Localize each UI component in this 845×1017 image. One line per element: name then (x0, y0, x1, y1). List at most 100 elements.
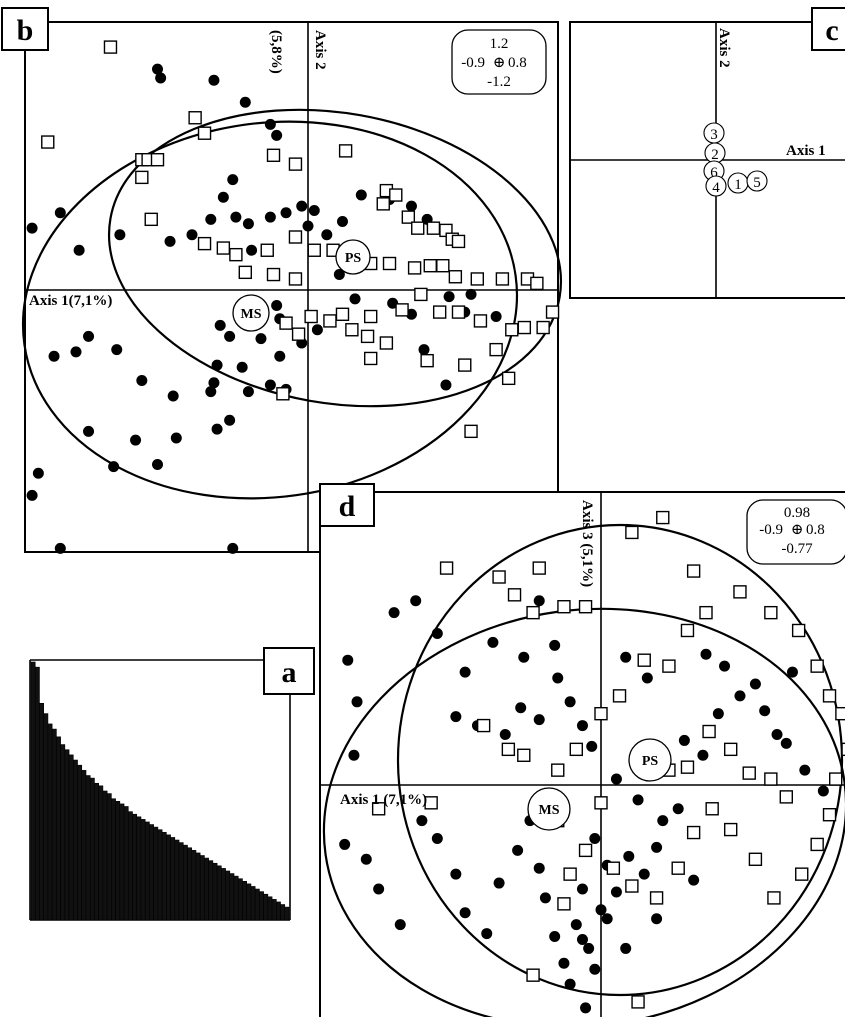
d-ms-point-34 (712, 708, 724, 720)
panel-a-bar-54 (259, 891, 264, 921)
b-ps-point-13 (389, 188, 403, 202)
panel-a-bar-34 (174, 839, 180, 921)
b-ms-point-28 (311, 324, 323, 336)
panel-a-bar-8 (64, 749, 70, 921)
d-ms-point-60 (719, 660, 731, 672)
b-ps-point-22 (216, 241, 231, 255)
b-ms-point-0 (54, 542, 66, 554)
b-ms-point-62 (271, 129, 283, 141)
b-ps-point-9 (288, 157, 303, 171)
panel-a-bar-58 (276, 901, 281, 921)
panel-a-bar-4 (47, 723, 53, 921)
b-ms-point-70 (246, 244, 258, 256)
d-ps-point-11 (764, 605, 778, 620)
svg-text:1: 1 (734, 177, 742, 193)
b-ps-point-54 (360, 329, 375, 344)
panel-d-ps-label: PS (642, 754, 659, 769)
panel-b-axis2-percent: (5,8%) (268, 30, 284, 74)
d-ms-point-33 (697, 749, 709, 761)
d-ms-point-68 (620, 942, 632, 954)
b-ms-point-3 (26, 489, 38, 501)
d-ps-point-9 (686, 564, 701, 578)
d-ps-point-53 (526, 968, 540, 982)
panel-c-point-4: 4 (705, 175, 727, 197)
d-ms-point-55 (450, 711, 462, 723)
d-ps-point-18 (822, 808, 837, 822)
b-ps-point-58 (489, 342, 503, 357)
d-ms-point-59 (700, 648, 712, 660)
panel-a-bar-46 (225, 870, 231, 921)
b-ms-point-7 (130, 434, 142, 446)
b-ps-point-0 (103, 40, 118, 54)
b-ps-point-44 (451, 305, 466, 319)
d-ms-point-44 (487, 636, 499, 648)
panel-b-points (26, 40, 560, 554)
panel-d-ps-centroid (628, 738, 672, 782)
b-ps-point-66 (266, 267, 281, 282)
b-ps-point-30 (382, 256, 397, 271)
b-ps-point-39 (323, 314, 337, 328)
b-ms-point-52 (349, 293, 361, 305)
b-ps-point-6 (188, 111, 202, 125)
b-ps-point-35 (470, 272, 485, 286)
d-ms-point-63 (817, 785, 829, 797)
b-ms-point-10 (224, 414, 236, 426)
panel-b-scale-box (451, 29, 547, 95)
d-ps-point-45 (594, 706, 608, 721)
d-ms-point-1 (351, 696, 363, 708)
panel-a-bar-48 (233, 875, 239, 921)
panel-a-bar-35 (178, 842, 184, 921)
d-ps-point-41 (501, 742, 516, 757)
panel-c-point-5: 5 (746, 170, 768, 192)
d-ms-point-41 (410, 595, 422, 607)
d-ms-point-69 (651, 913, 663, 925)
b-ps-point-53 (345, 323, 359, 337)
d-ps-point-44 (569, 742, 583, 757)
panel-a-bar-32 (166, 834, 171, 921)
panel-d-scale-cross: ⊕ (791, 522, 804, 538)
b-ps-point-51 (304, 309, 318, 324)
svg-text:4: 4 (712, 180, 720, 196)
b-ms-point-66 (155, 72, 167, 84)
b-ms-point-35 (186, 229, 198, 241)
panel-b-axis2-label: Axis 2 (312, 30, 328, 70)
panel-a-bar-44 (216, 865, 222, 921)
d-ms-point-47 (549, 639, 561, 651)
panel-a-bar-43 (212, 862, 218, 921)
d-ps-point-25 (686, 825, 701, 840)
b-ps-point-50 (279, 316, 293, 330)
b-ps-point-41 (395, 303, 409, 317)
b-ps-point-40 (364, 309, 378, 324)
panel-a-bar-47 (229, 873, 235, 921)
panel-d-scale-bottom: -0.77 (781, 541, 813, 557)
panel-b-scale-top: 1.2 (490, 36, 509, 52)
d-ps-point-56 (594, 796, 608, 810)
d-ms-point-70 (688, 874, 700, 886)
b-ps-point-42 (414, 287, 428, 302)
b-ps-point-15 (411, 221, 425, 235)
panel-d-scale-right: 0.8 (806, 522, 825, 538)
d-ms-point-10 (459, 907, 471, 919)
d-ps-point-31 (563, 867, 577, 881)
d-ms-point-30 (657, 815, 669, 827)
b-ms-point-68 (440, 379, 452, 391)
panel-a-bar-36 (182, 844, 188, 921)
d-ps-point-39 (779, 790, 793, 804)
b-ms-point-38 (230, 211, 242, 223)
d-ms-point-51 (533, 714, 545, 726)
b-ms-point-9 (211, 423, 223, 435)
d-ms-point-7 (416, 815, 428, 827)
d-ps-point-51 (371, 802, 386, 816)
panel-a-bar-18 (106, 793, 112, 921)
b-ps-point-61 (364, 351, 378, 366)
d-ms-point-56 (620, 651, 632, 663)
b-ms-point-65 (152, 63, 164, 75)
d-ms-point-0 (342, 654, 354, 666)
d-ms-point-71 (580, 1002, 592, 1014)
panel-b-scale-left: -0.9 (461, 55, 485, 71)
b-ms-point-29 (271, 299, 283, 311)
b-ps-point-33 (436, 259, 450, 273)
b-ps-point-4 (150, 153, 165, 167)
b-ms-point-55 (443, 291, 455, 303)
b-ms-point-34 (164, 235, 176, 247)
